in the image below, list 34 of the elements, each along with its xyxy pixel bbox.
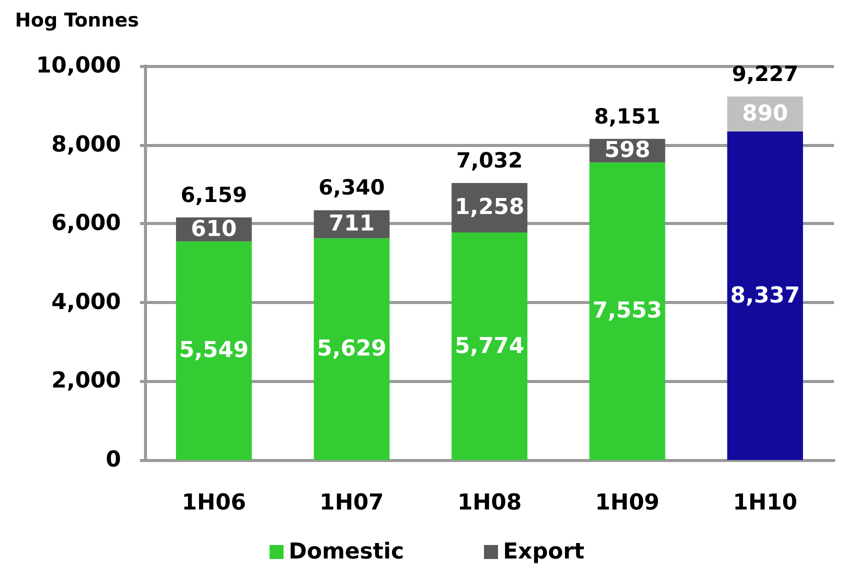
data-label: 711: [328, 212, 375, 237]
x-tick-label: 1H09: [595, 490, 660, 516]
data-label: 890: [742, 101, 788, 126]
data-label: 1,258: [454, 195, 524, 220]
y-tick-label: 6,000: [51, 211, 121, 236]
data-label: 5,774: [454, 334, 524, 359]
total-label: 9,227: [732, 62, 798, 86]
y-axis-title: Hog Tonnes: [15, 10, 139, 32]
bar: [589, 162, 666, 460]
x-tick-label: 1H06: [182, 490, 246, 516]
data-label: 598: [604, 138, 650, 164]
total-label: 6,340: [318, 176, 385, 200]
total-label: 6,159: [180, 182, 248, 207]
y-tick-label: 4,000: [51, 290, 121, 315]
data-label: 7,553: [592, 298, 662, 324]
data-label: 8,337: [730, 283, 800, 308]
x-tick-label: 1H07: [320, 490, 384, 516]
data-label: 610: [190, 216, 237, 242]
y-tick-label: 10,000: [36, 54, 121, 78]
bar: [176, 241, 252, 460]
bar: [727, 132, 803, 460]
legend-label: Domestic: [288, 540, 404, 564]
bar: [452, 232, 528, 460]
total-label: 7,032: [456, 148, 523, 172]
x-tick-label: 1H08: [457, 490, 522, 516]
legend-label: Export: [502, 540, 585, 564]
data-label: 5,629: [316, 336, 386, 362]
y-tick-label: 0: [106, 448, 121, 472]
y-tick-label: 2,000: [51, 368, 121, 394]
y-tick-label: 8,000: [51, 132, 121, 158]
data-label: 5,549: [179, 338, 249, 364]
x-tick-label: 1H10: [732, 490, 798, 516]
bar: [314, 238, 390, 460]
total-label: 8,151: [594, 104, 661, 128]
